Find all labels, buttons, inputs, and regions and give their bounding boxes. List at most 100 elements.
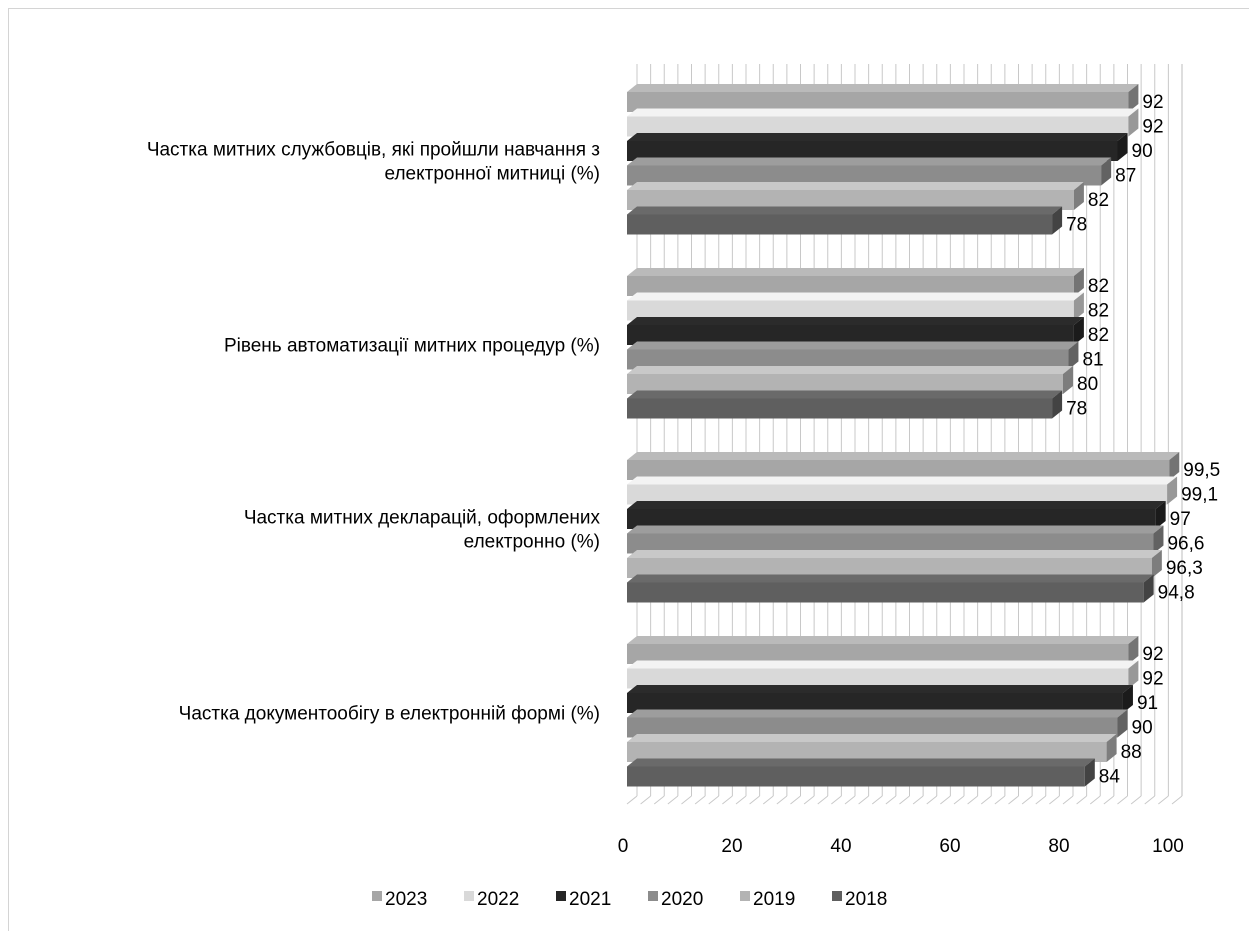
legend-label: 2022 bbox=[477, 889, 519, 910]
bar-top-2020 bbox=[627, 341, 1079, 350]
legend: 2023 2022 2021 2020 2019 2018 bbox=[372, 889, 887, 910]
bar-2018 bbox=[627, 582, 1144, 603]
data-label: 99,1 bbox=[1181, 485, 1218, 506]
floor-gridline bbox=[803, 795, 815, 805]
bar-2021 bbox=[627, 325, 1074, 345]
data-label: 84 bbox=[1099, 767, 1121, 788]
floor-gridline bbox=[1089, 795, 1101, 805]
legend-label: 2021 bbox=[569, 889, 611, 910]
bar-side-2022 bbox=[1073, 292, 1084, 321]
floor-gridline bbox=[980, 795, 992, 805]
category-labels: Частка митних службовців, які пройшли на… bbox=[147, 140, 601, 725]
floor-gridline bbox=[1130, 795, 1142, 805]
floor-gridline bbox=[626, 795, 638, 805]
floor-gridline bbox=[762, 795, 774, 805]
bar-2020 bbox=[627, 717, 1118, 738]
data-label: 82 bbox=[1088, 190, 1109, 211]
legend-label: 2023 bbox=[385, 889, 427, 910]
bar-top-2021 bbox=[627, 317, 1084, 325]
data-label: 90 bbox=[1132, 718, 1153, 739]
bar-2019 bbox=[627, 374, 1063, 394]
x-axis-ticks: 0 20 40 60 80 100 bbox=[618, 836, 1184, 857]
data-label: 92 bbox=[1142, 644, 1163, 665]
bar-side-2023 bbox=[1073, 268, 1084, 296]
category-label: електронно (%) bbox=[464, 532, 600, 553]
bar-2023 bbox=[627, 276, 1074, 296]
bar-2019 bbox=[627, 558, 1152, 578]
bar-top-2018 bbox=[627, 574, 1154, 583]
floor-gridline bbox=[1049, 795, 1060, 805]
bar-2020 bbox=[627, 165, 1102, 186]
bar-top-2022 bbox=[627, 476, 1178, 485]
bar-side-2019 bbox=[1151, 550, 1162, 578]
floor-gridline bbox=[1021, 795, 1033, 805]
bar-top-2023 bbox=[627, 452, 1180, 460]
legend-swatch bbox=[372, 891, 382, 901]
data-label: 82 bbox=[1088, 325, 1109, 346]
bar-side-2022 bbox=[1128, 660, 1139, 689]
floor-gridline bbox=[817, 795, 829, 805]
x-tick-label: 100 bbox=[1152, 836, 1184, 857]
bar-2023 bbox=[627, 644, 1129, 664]
bar-2021 bbox=[627, 509, 1156, 529]
bar-2018 bbox=[627, 214, 1053, 235]
bar-top-2023 bbox=[627, 636, 1139, 644]
bar-2022 bbox=[627, 484, 1168, 505]
data-label: 94,8 bbox=[1158, 583, 1195, 604]
floor-gridline bbox=[790, 795, 801, 805]
floor-gridline bbox=[940, 795, 951, 805]
bar-2023 bbox=[627, 460, 1170, 480]
data-label: 78 bbox=[1066, 215, 1087, 236]
bar-side-2020 bbox=[1101, 157, 1112, 186]
bar-top-2023 bbox=[627, 84, 1139, 92]
bar-side-2019 bbox=[1106, 734, 1117, 762]
floor-gridline bbox=[1008, 795, 1019, 805]
data-label: 82 bbox=[1088, 276, 1109, 297]
bar-side-2023 bbox=[1128, 84, 1139, 112]
data-label: 92 bbox=[1142, 92, 1163, 113]
bar-top-2019 bbox=[627, 550, 1162, 558]
bar-top-2022 bbox=[627, 108, 1139, 117]
bar-top-2022 bbox=[627, 660, 1139, 669]
bar-2018 bbox=[627, 766, 1085, 787]
floor-gridline bbox=[776, 795, 788, 805]
bar-side-2021 bbox=[1155, 501, 1166, 529]
floor-gridline bbox=[681, 795, 692, 805]
bar-side-2019 bbox=[1063, 366, 1073, 394]
bar-top-2019 bbox=[627, 366, 1073, 374]
bar-2022 bbox=[627, 668, 1129, 689]
data-label: 80 bbox=[1077, 374, 1098, 395]
floor-gridline bbox=[1103, 795, 1115, 805]
bar-side-2018 bbox=[1084, 758, 1095, 787]
bar-top-2019 bbox=[627, 734, 1117, 742]
data-label: 97 bbox=[1170, 509, 1191, 530]
bar-top-2018 bbox=[627, 206, 1063, 215]
data-label: 91 bbox=[1137, 693, 1158, 714]
bar-side-2018 bbox=[1052, 390, 1063, 419]
legend-swatch bbox=[556, 891, 566, 901]
bar-2019 bbox=[627, 190, 1074, 210]
bar-top-2020 bbox=[627, 709, 1128, 718]
bar-2022 bbox=[627, 300, 1074, 321]
bar-2018 bbox=[627, 398, 1053, 419]
bar-2020 bbox=[627, 533, 1154, 554]
x-tick-label: 40 bbox=[830, 836, 851, 857]
floor-gridline bbox=[912, 795, 924, 805]
floor-gridline bbox=[722, 795, 733, 805]
category-label: Частка митних службовців, які пройшли на… bbox=[147, 140, 600, 161]
legend-label: 2020 bbox=[661, 889, 703, 910]
bars bbox=[627, 84, 1180, 787]
floor-gridline bbox=[749, 795, 760, 805]
bar-top-2018 bbox=[627, 758, 1095, 767]
bar-top-2021 bbox=[627, 133, 1128, 141]
bar-top-2022 bbox=[627, 292, 1084, 301]
legend-swatch bbox=[648, 891, 658, 901]
floor-gridline bbox=[640, 795, 651, 805]
bar-side-2021 bbox=[1117, 133, 1128, 161]
bar-top-2021 bbox=[627, 501, 1166, 509]
data-label: 99,5 bbox=[1183, 460, 1220, 481]
bar-top-2020 bbox=[627, 525, 1164, 534]
bar-side-2021 bbox=[1122, 685, 1133, 713]
bar-2021 bbox=[627, 693, 1123, 713]
